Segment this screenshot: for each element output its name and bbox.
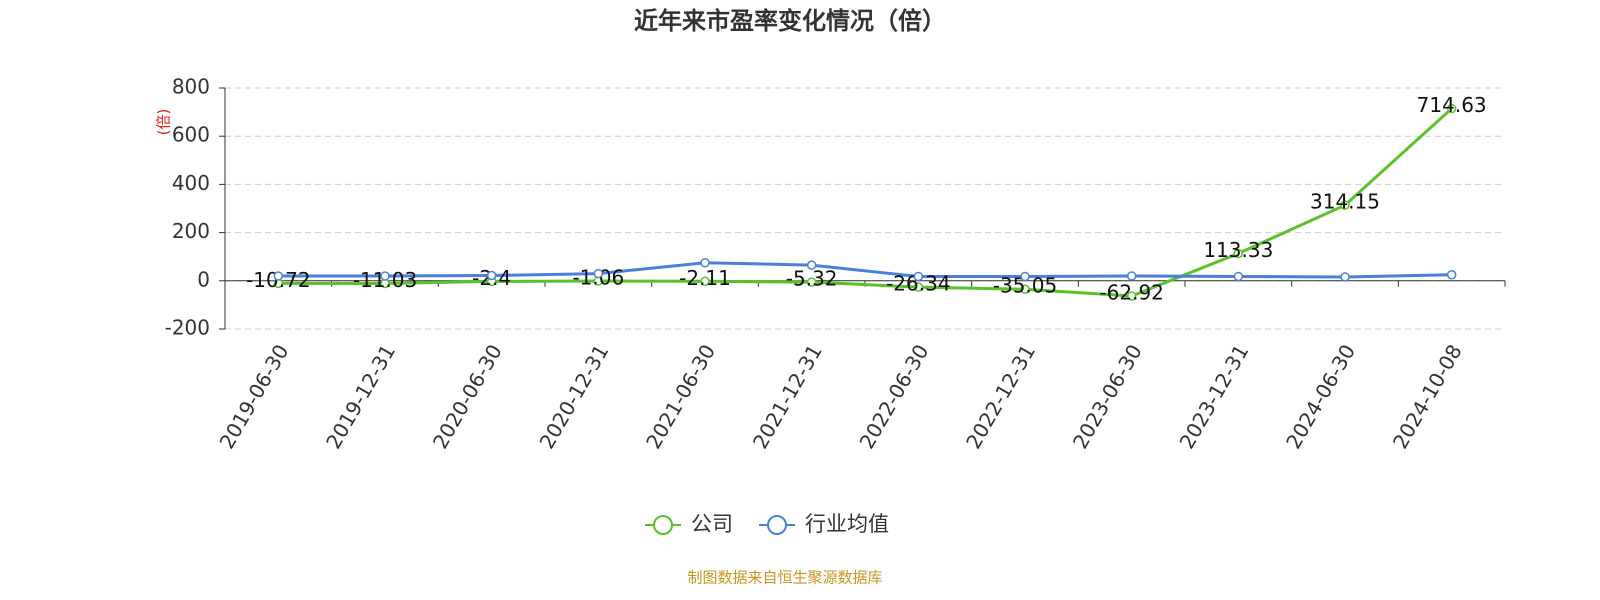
point: [380, 271, 390, 281]
x-tick-label: 2024-06-30: [1281, 340, 1360, 453]
point: [1233, 248, 1244, 259]
legend-item: 公司: [645, 512, 733, 536]
legend-marker: [653, 515, 673, 535]
x-tick-label: 2023-06-30: [1068, 340, 1147, 453]
legend-label: 行业均值: [805, 512, 889, 536]
point: [1340, 272, 1350, 282]
x-tick-label: 2019-12-31: [321, 340, 400, 453]
y-tick-label: 0: [197, 267, 210, 291]
x-tick-label: 2022-06-30: [855, 340, 934, 453]
point: [1446, 103, 1457, 114]
point: [593, 268, 604, 279]
point: [700, 257, 710, 268]
y-tick-label: 200: [172, 219, 210, 243]
data-label: 113.33: [1203, 238, 1273, 262]
point: [1126, 271, 1137, 281]
y-axis-label: (倍): [155, 109, 173, 136]
point: [1126, 291, 1137, 301]
x-tick-label: 2020-12-31: [535, 340, 614, 453]
point: [1020, 271, 1030, 282]
x-tick-label: 2020-06-30: [428, 340, 507, 453]
point: [913, 271, 924, 282]
data-label: 714.63: [1417, 93, 1487, 117]
legend-item: 行业均值: [759, 512, 889, 536]
point: [913, 282, 924, 292]
point: [1340, 200, 1350, 210]
series-line: [278, 107, 1453, 298]
series-line: [278, 261, 1452, 279]
x-tick-label: 2024-10-08: [1388, 340, 1467, 453]
x-tick-label: 2021-06-30: [641, 340, 720, 453]
data-label: -5.32: [786, 267, 838, 291]
data-label: -62.92: [1099, 280, 1163, 304]
point: [1233, 271, 1244, 282]
data-label: 314.15: [1310, 190, 1380, 214]
point: [486, 270, 497, 281]
x-tick-label: 2022-12-31: [961, 340, 1040, 453]
point: [700, 276, 710, 287]
source-note: 制图数据来自恒生聚源数据库: [687, 569, 882, 587]
x-tick-label: 2021-12-31: [748, 340, 827, 453]
point: [1020, 284, 1030, 294]
y-tick-label: -200: [165, 316, 210, 340]
point: [1446, 270, 1457, 280]
point: [806, 277, 817, 287]
x-tick-label: 2023-12-31: [1175, 340, 1254, 453]
point: [273, 271, 284, 281]
legend-marker: [767, 515, 787, 535]
y-tick-label: 800: [172, 75, 210, 99]
legend-label: 公司: [691, 512, 733, 536]
point: [806, 260, 817, 270]
y-tick-label: 600: [172, 123, 210, 147]
x-tick-label: 2019-06-30: [215, 340, 294, 453]
chart-title: 近年来市盈率变化情况（倍）: [634, 7, 946, 35]
data-label: -2.11: [679, 266, 731, 290]
y-tick-label: 400: [172, 171, 210, 195]
